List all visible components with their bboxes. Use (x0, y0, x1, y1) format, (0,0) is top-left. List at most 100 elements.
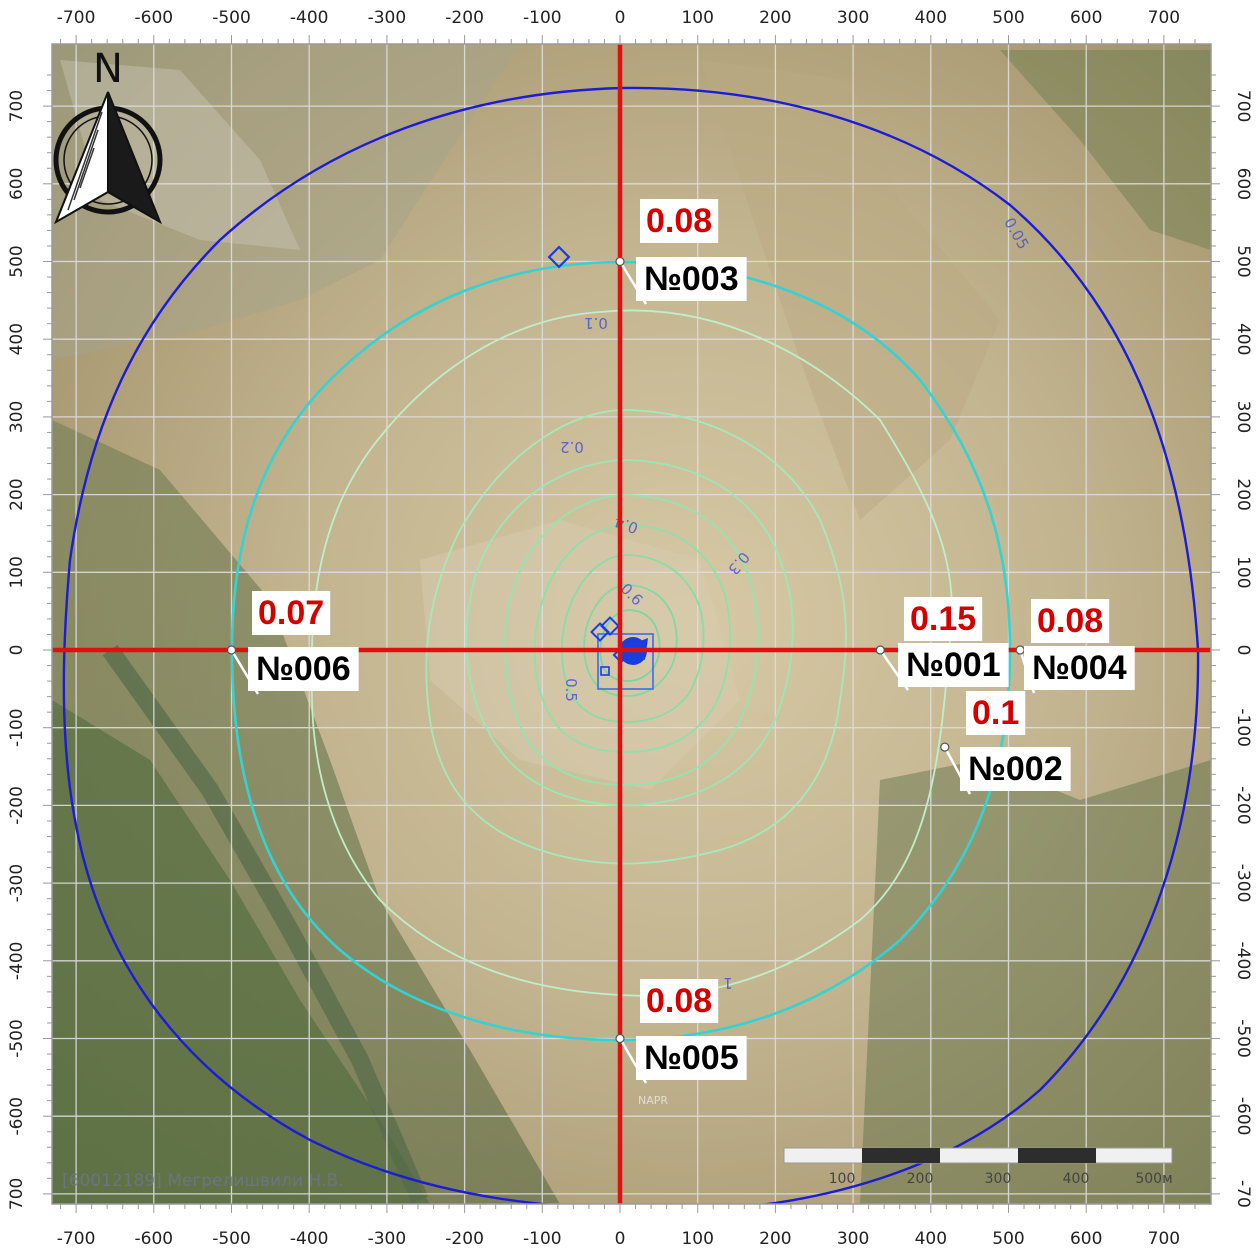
point-value-box (904, 597, 983, 641)
point-id: №002 (968, 750, 1063, 788)
point-value: 0.15 (910, 600, 976, 638)
receptor-point[interactable]: 0.08 №004 (1015, 599, 1135, 694)
scale-label: 200 (907, 1171, 934, 1187)
north-label: N (93, 46, 123, 92)
y-tick-label: -100 (1233, 708, 1253, 747)
y-tick-label: -300 (7, 864, 27, 903)
y-tick-label: -70 (1233, 1180, 1253, 1208)
y-tick-label: 100 (7, 556, 27, 588)
scale-label: 400 (1063, 1171, 1090, 1187)
y-axis-left-labels: 700 600 500 400 300 200 100 0 -100 -200 -300 -400 -5… (7, 90, 27, 1210)
receptor-point[interactable]: 0.08 №005 (615, 979, 747, 1084)
y-tick-label: 200 (7, 478, 27, 510)
satellite-basemap (52, 44, 1211, 1204)
y-tick-label: -400 (7, 942, 27, 981)
y-tick-label: -300 (1233, 864, 1253, 903)
x-tick-label: -400 (290, 1229, 329, 1249)
y-tick-label: 0 (7, 645, 27, 656)
author-watermark: [60012189] Мегрелишвили Н.В. (62, 1171, 344, 1191)
point-id-box (898, 643, 1009, 687)
isoline-0-4 (504, 494, 759, 786)
isoline-0-8 (583, 584, 678, 697)
y-tick-label: -200 (7, 786, 27, 825)
receptor-point[interactable]: 0.15 №001 (875, 597, 1009, 691)
point-marker (615, 1033, 625, 1044)
point-value: 0.1 (972, 694, 1019, 732)
isoline-0-05 (62, 86, 1200, 1204)
isoline-1 (599, 609, 661, 682)
y-tick-label: 700 (1233, 90, 1253, 122)
x-tick-label: -500 (212, 8, 251, 28)
y-tick-label: -400 (1233, 942, 1253, 981)
receptor-point[interactable]: 0.08 №003 (615, 199, 747, 305)
isoline-0-3 (465, 459, 794, 807)
north-arrow-icon: N (53, 46, 163, 225)
y-tick-label: 500 (7, 245, 27, 277)
scale-label: 100 (829, 1171, 856, 1187)
point-id-box (636, 257, 747, 301)
y-tick-label: 300 (1233, 401, 1253, 433)
point-marker (615, 256, 625, 267)
point-value-box (640, 979, 719, 1023)
x-tick-label: -700 (57, 8, 96, 28)
isoline-0-2 (425, 409, 847, 865)
point-marker (940, 742, 950, 752)
x-tick-label: 500 (992, 8, 1024, 28)
x-tick-label: 200 (759, 8, 791, 28)
scale-seg-2 (1018, 1148, 1096, 1163)
point-id-box (960, 747, 1071, 791)
point-marker (875, 645, 885, 655)
x-tick-label: 100 (681, 8, 713, 28)
point-value-box (966, 691, 1026, 735)
point-id: №003 (644, 260, 739, 298)
y-tick-label: 600 (1233, 168, 1253, 200)
x-tick-label: 500 (992, 1229, 1024, 1249)
y-tick-label: 500 (1233, 245, 1253, 277)
y-axis-right-labels: 700 600 500 400 300 200 100 0 -100 -200 -300 -400 -5… (1233, 90, 1253, 1208)
y-tick-label: 0 (1233, 645, 1253, 656)
x-tick-label: -500 (212, 1229, 251, 1249)
y-tick-label: 300 (7, 401, 27, 433)
y-tick-label: -500 (1233, 1019, 1253, 1058)
x-axis-bottom-labels: -700 -600 -500 -400 -300 -200 -100 0 100 200 300 40… (57, 1229, 1180, 1249)
x-tick-label: 400 (915, 1229, 947, 1249)
isoline-0-1 (310, 309, 953, 997)
x-tick-label: -700 (57, 1229, 96, 1249)
x-tick-label: 0 (615, 8, 626, 28)
x-axis-top-labels: -700 -600 -500 -400 -300 -200 -100 0 100 200 300 40… (57, 8, 1180, 28)
scale-label: 300 (985, 1171, 1012, 1187)
y-tick-label: 700 (7, 90, 27, 122)
scale-label: 500м (1135, 1171, 1172, 1187)
x-tick-label: -600 (135, 8, 174, 28)
contour-value-label: 0.2 (560, 438, 584, 456)
x-tick-label: 300 (837, 8, 869, 28)
scale-bar: 100 200 300 400 500м (783, 1147, 1173, 1187)
y-tick-label: -100 (7, 708, 27, 747)
x-tick-label: 300 (837, 1229, 869, 1249)
x-tick-label: -200 (445, 8, 484, 28)
point-id: №006 (256, 650, 351, 688)
x-tick-label: -300 (368, 8, 407, 28)
x-tick-label: -600 (135, 1229, 174, 1249)
y-tick-label: -500 (7, 1019, 27, 1058)
x-tick-label: 0 (615, 1229, 626, 1249)
receptor-point[interactable]: 0.07 №006 (226, 591, 359, 695)
point-value: 0.08 (646, 982, 712, 1020)
x-tick-label: 400 (915, 8, 947, 28)
point-id-box (636, 1036, 747, 1080)
x-tick-label: 700 (1148, 1229, 1180, 1249)
point-value: 0.08 (646, 202, 712, 240)
point-value-box (640, 199, 719, 243)
y-tick-label: 400 (1233, 323, 1253, 355)
point-id-box (1024, 646, 1135, 690)
receptor-point[interactable]: 0.1 №002 (940, 691, 1071, 795)
x-tick-label: -100 (523, 1229, 562, 1249)
y-tick-label: 200 (1233, 478, 1253, 510)
napr-mark: NAPR (638, 1094, 668, 1107)
point-id: №005 (644, 1039, 739, 1077)
scale-seg-1 (862, 1148, 940, 1163)
x-tick-label: -200 (445, 1229, 484, 1249)
y-tick-label: -200 (1233, 786, 1253, 825)
x-tick-label: -300 (368, 1229, 407, 1249)
